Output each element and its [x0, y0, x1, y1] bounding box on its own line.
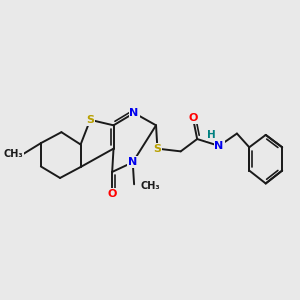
Text: S: S	[86, 115, 94, 125]
Text: N: N	[130, 108, 139, 118]
Text: S: S	[153, 144, 161, 154]
Text: N: N	[128, 157, 137, 167]
Text: N: N	[214, 141, 224, 151]
Text: O: O	[188, 113, 198, 124]
Text: O: O	[107, 189, 117, 199]
Text: CH₃: CH₃	[3, 149, 23, 159]
Text: CH₃: CH₃	[141, 181, 161, 190]
Text: H: H	[206, 130, 215, 140]
